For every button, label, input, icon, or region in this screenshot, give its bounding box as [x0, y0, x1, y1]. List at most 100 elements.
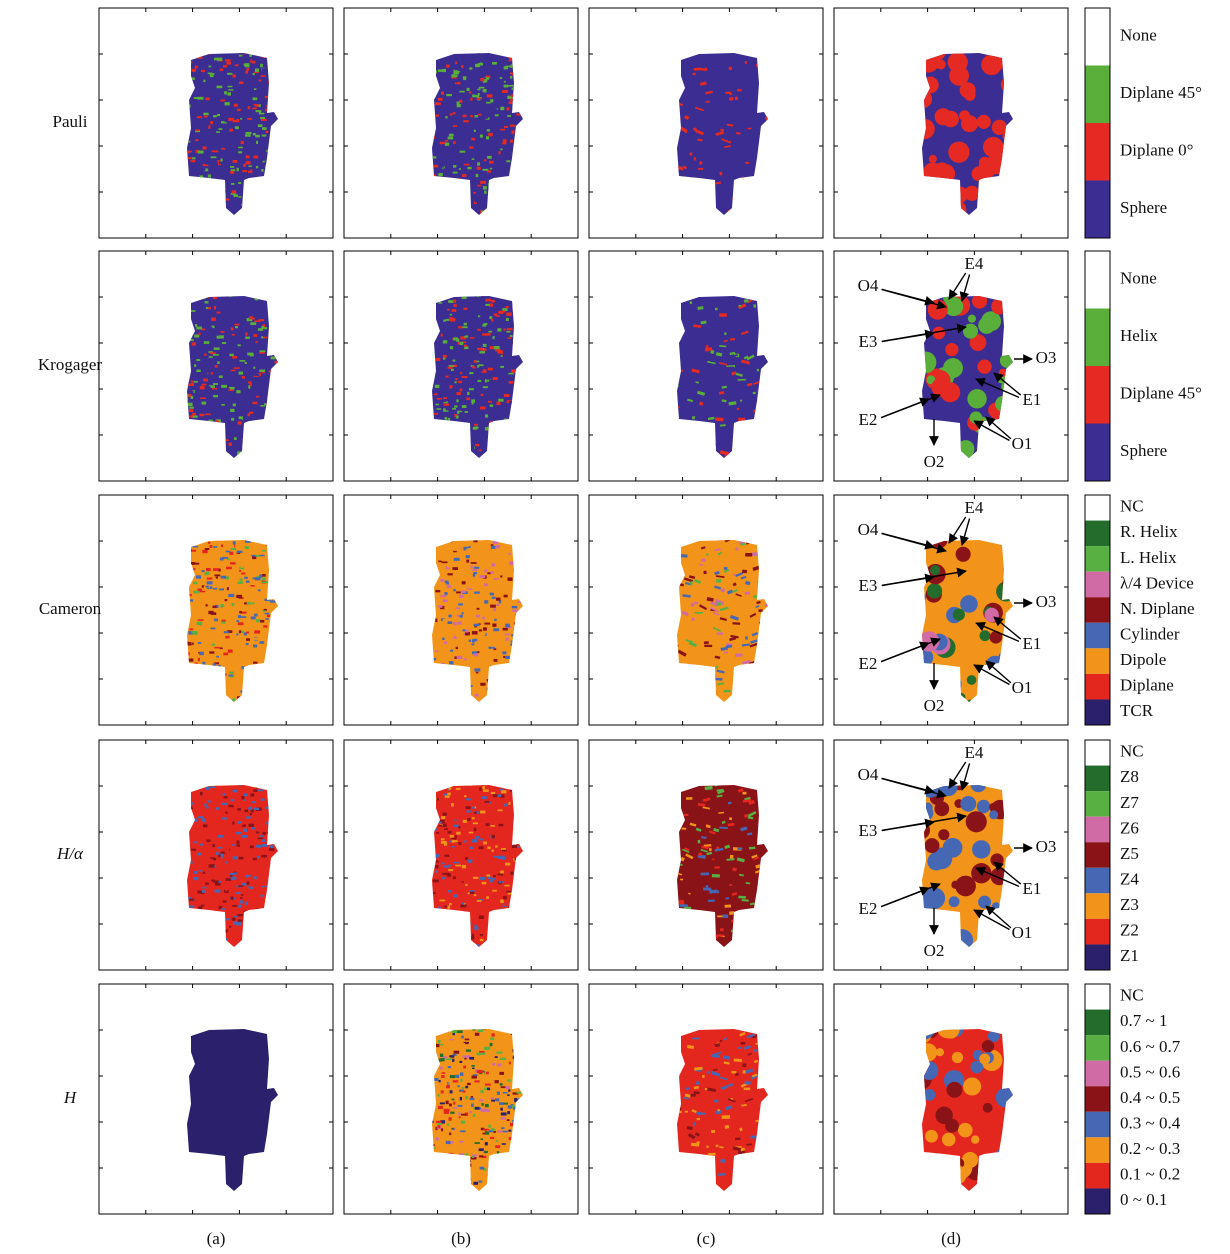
annotation: O1: [1012, 434, 1033, 453]
target-image: [910, 1017, 1024, 1201]
panel: [834, 8, 1068, 238]
legend-swatch: [1085, 674, 1110, 700]
column-label: (a): [207, 1229, 226, 1248]
target-image: [424, 535, 534, 710]
panel: [578, 700, 825, 989]
legend-swatch: [1085, 123, 1110, 181]
legend-label: NC: [1120, 497, 1144, 516]
legend-swatch: [1085, 919, 1110, 945]
panel: [587, 965, 833, 1237]
target-image: [913, 532, 1024, 715]
legend-label: NC: [1120, 742, 1144, 761]
arrow: [986, 417, 1011, 439]
annotation: O4: [858, 765, 879, 784]
legend-swatch: [1085, 1035, 1110, 1061]
legend-label: Diplane: [1120, 676, 1174, 695]
legend-swatch: [1085, 842, 1110, 868]
row-label: H: [63, 1088, 78, 1107]
legend-swatch: [1085, 521, 1110, 547]
legend-label: Diplane 0°: [1120, 141, 1193, 160]
arrow: [974, 910, 1009, 930]
legend-label: Z1: [1120, 946, 1139, 965]
annotation: E4: [965, 498, 984, 517]
legend-label: Sphere: [1120, 198, 1167, 217]
legend-swatch: [1085, 309, 1110, 367]
legend-label: 0.3 ~ 0.4: [1120, 1113, 1181, 1132]
column-label: (b): [451, 1229, 471, 1248]
annotation: O1: [1012, 923, 1033, 942]
legend-swatch: [1085, 251, 1110, 309]
target-image: [581, 0, 827, 255]
arrow: [882, 289, 946, 307]
arrow: [882, 533, 946, 551]
panel: [99, 251, 333, 481]
legend-swatch: [1085, 766, 1110, 792]
legend-swatch: [1085, 572, 1110, 598]
panel: [589, 220, 832, 517]
legend-swatch: [1085, 424, 1110, 482]
target-image: [912, 776, 1025, 957]
annotation: E1: [1023, 879, 1042, 898]
legend-label: R. Helix: [1120, 522, 1178, 541]
target-image: [598, 220, 832, 517]
legend-label: Z6: [1120, 818, 1139, 837]
target-image: [911, 40, 1024, 223]
legend-swatch: [1085, 648, 1110, 674]
legend-label: Z8: [1120, 767, 1139, 786]
column-label: (d): [941, 1229, 961, 1248]
row-label: H/α: [56, 844, 84, 863]
target-image: [578, 700, 825, 989]
legend-label: NC: [1120, 986, 1144, 1005]
annotation: E3: [859, 576, 878, 595]
arrow: [974, 421, 1009, 441]
annotation: E1: [1023, 390, 1042, 409]
legend-swatch: [1085, 546, 1110, 572]
annotation: E2: [859, 654, 878, 673]
legend-label: Z7: [1120, 793, 1139, 812]
legend-label: L. Helix: [1120, 548, 1177, 567]
arrow: [974, 665, 1009, 685]
legend-label: λ/4 Device: [1120, 573, 1194, 592]
row-label: Cameron: [39, 599, 102, 618]
annotation: O2: [924, 941, 945, 960]
panel: [344, 984, 578, 1214]
legend-swatch: [1085, 66, 1110, 124]
legend-label: Z4: [1120, 869, 1139, 888]
legend-swatch: [1085, 740, 1110, 766]
legend-swatch: [1085, 1112, 1110, 1138]
legend-swatch: [1085, 366, 1110, 424]
legend-label: 0.7 ~ 1: [1120, 1011, 1167, 1030]
legend-swatch: [1085, 868, 1110, 894]
annotation: O4: [858, 276, 879, 295]
legend-swatch: [1085, 495, 1110, 521]
panel: [99, 984, 333, 1214]
legend-label: Diplane 45°: [1120, 384, 1202, 403]
legend-label: Z5: [1120, 844, 1139, 863]
legend-swatch: [1085, 699, 1110, 725]
legend-label: TCR: [1120, 701, 1154, 720]
annotation: O4: [858, 520, 879, 539]
row-label: Pauli: [53, 112, 88, 131]
legend-label: Sphere: [1120, 441, 1167, 460]
annotation: E4: [965, 254, 984, 273]
target-image: [424, 48, 534, 223]
legend-label: 0.5 ~ 0.6: [1120, 1062, 1180, 1081]
figure: PauliNoneDiplane 45°Diplane 0°SphereKrog…: [0, 0, 1230, 1254]
legend-label: Cylinder: [1120, 624, 1180, 643]
annotation: E1: [1023, 634, 1042, 653]
target-image: [179, 535, 289, 710]
target-image: [179, 291, 289, 466]
legend-swatch: [1085, 944, 1110, 970]
legend-label: 0.6 ~ 0.7: [1120, 1037, 1181, 1056]
panel: [99, 8, 333, 238]
target-image: [605, 469, 841, 761]
legend-swatch: [1085, 181, 1110, 239]
target-image: [179, 780, 289, 955]
arrow: [986, 661, 1011, 683]
target-image: [179, 1024, 289, 1199]
panel: [589, 469, 841, 761]
panel: [581, 0, 827, 255]
panel: E4O4E3O3E1E2O2O1: [834, 495, 1068, 725]
target-image: [424, 1024, 534, 1199]
target-image: [424, 291, 534, 466]
